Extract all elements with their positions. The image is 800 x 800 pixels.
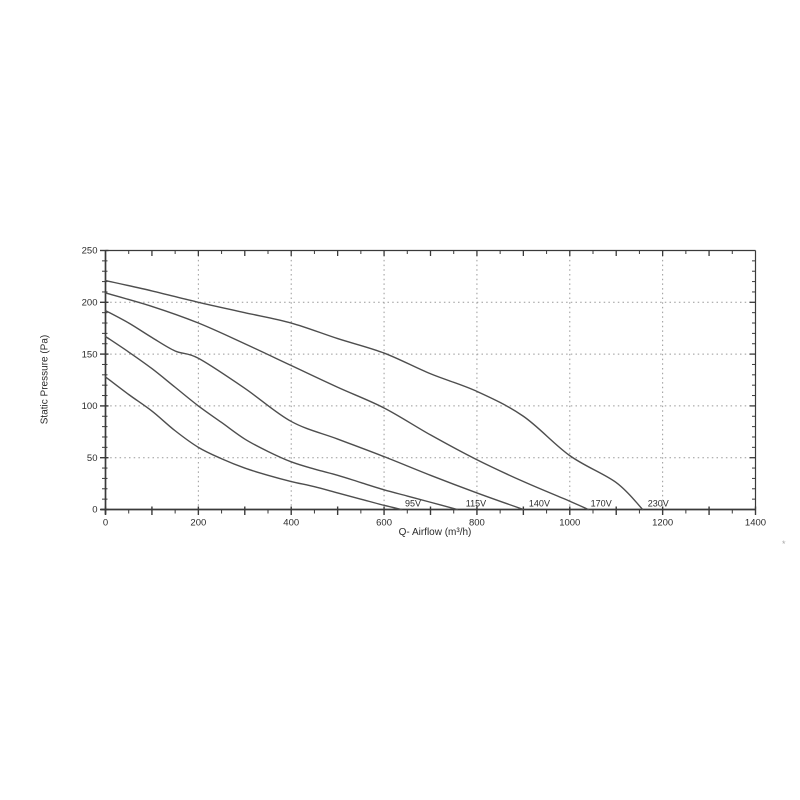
x-tick-label: 0 [103,518,108,529]
curve-label-170v: 170V [591,499,612,509]
x-axis-title: Q- Airflow (m³/h) [398,527,472,538]
x-tick-label: 800 [469,518,485,529]
y-tick-label: 200 [82,298,98,309]
y-tick-label: 150 [82,349,98,360]
x-tick-label: 400 [283,518,299,529]
curve-label-95v: 95V [405,499,421,509]
curve-label-115v: 115V [466,499,486,509]
y-axis-title: Static Pressure (Pa) [39,334,51,425]
curve-label-140v: 140V [529,499,550,509]
y-tick-label: 0 [92,505,97,516]
x-tick-label: 600 [376,518,392,529]
x-tick-label: 1400 [745,518,766,529]
curve-230v [104,279,644,511]
curve-115v [104,335,459,511]
x-tick-label: 1000 [559,518,580,529]
curve-label-230v: 230V [648,499,669,509]
x-tick-label: 1200 [652,518,673,529]
x-tick-label: 200 [190,518,206,529]
y-tick-label: 50 [87,453,98,464]
y-tick-label: 250 [82,246,98,257]
curve-170v [104,292,590,511]
curve-140v [104,309,525,511]
curve-95v [104,376,403,511]
artifact-mark: * [782,539,786,549]
y-tick-label: 100 [82,401,98,412]
